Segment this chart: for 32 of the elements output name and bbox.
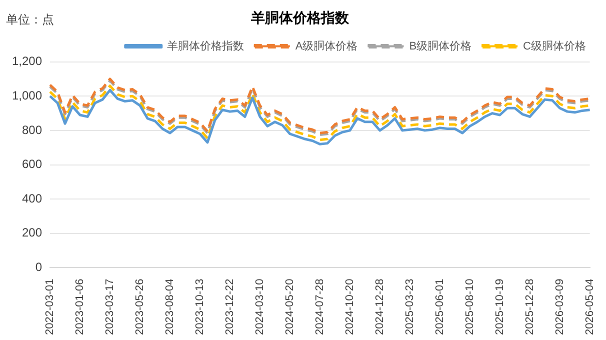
legend-label: 羊胴体价格指数 (166, 40, 244, 52)
x-tick-label: 2023-05-26 (134, 278, 146, 336)
text: 单位：点 (6, 12, 54, 26)
x-tick-label: 2023-08-04 (164, 278, 176, 336)
x-tick-label: 2026-03-09 (554, 278, 566, 336)
y-tick-label: 0 (35, 260, 42, 274)
x-tick-label: 2024-07-28 (314, 278, 326, 336)
x-tick-label: 2024-12-28 (374, 278, 386, 336)
x-tick-label: 2023-01-06 (74, 278, 86, 336)
y-tick-label: 200 (22, 226, 42, 240)
chart-title: 羊胴体价格指数 (250, 9, 350, 26)
x-tick-label: 2025-12-28 (524, 278, 536, 336)
x-tick-label: 2024-03-10 (254, 278, 266, 336)
x-tick-label: 2025-06-01 (434, 278, 446, 336)
legend-label: C级胴体价格 (523, 40, 586, 52)
x-tick-label: 2023-03-17 (104, 278, 116, 336)
x-tick-label: 2024-05-20 (284, 278, 296, 336)
x-tick-label: 2024-10-20 (344, 278, 356, 336)
y-tick-label: 1,200 (12, 54, 42, 68)
x-tick-label: 2025-03-23 (404, 278, 416, 336)
y-tick-label: 1,000 (12, 88, 42, 102)
y-tick-label: 800 (22, 122, 42, 137)
legend-label: A级胴体价格 (295, 40, 358, 52)
legend-label: B级胴体价格 (409, 40, 472, 52)
x-tick-label: 2022-03-01 (44, 278, 56, 336)
x-tick-label: 2025-10-19 (494, 278, 506, 336)
x-tick-label: 2023-10-13 (194, 278, 206, 336)
y-tick-label: 400 (22, 191, 42, 206)
y-tick-label: 600 (22, 157, 42, 172)
x-tick-label: 2025-08-10 (464, 278, 476, 336)
x-tick-label: 2023-12-22 (224, 278, 236, 336)
x-tick-label: 2026-05-04 (584, 278, 596, 336)
